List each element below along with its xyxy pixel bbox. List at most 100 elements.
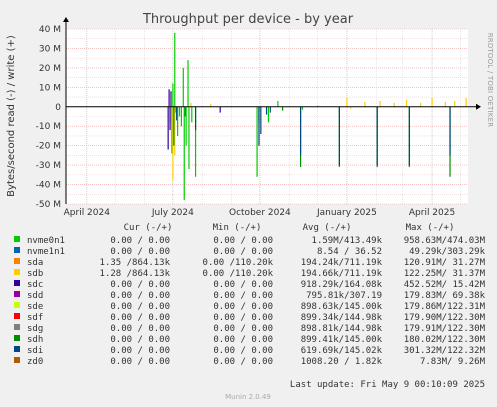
legend-min: 0.00 / 0.00 <box>213 247 273 257</box>
y-tick-label: -10 M <box>36 122 61 132</box>
legend-cur: 0.00 / 0.00 <box>110 302 170 312</box>
munin-version: Munin 2.0.49 <box>225 393 271 401</box>
x-axis-arrow <box>476 103 481 110</box>
legend-max: 958.63M/474.03M <box>404 236 486 246</box>
legend-cur: 0.00 / 0.00 <box>110 291 170 301</box>
legend-cur: 0.00 / 0.00 <box>110 335 170 345</box>
legend-cur: 0.00 / 0.00 <box>110 357 170 367</box>
y-tick-label: -40 M <box>36 181 61 191</box>
legend-max: 179.83M/ 69.38k <box>404 291 486 301</box>
legend-swatch <box>14 302 20 308</box>
y-tick-label: -20 M <box>36 142 61 152</box>
legend-device-name: sdi <box>27 346 43 356</box>
legend-device-name: sdf <box>27 313 43 323</box>
legend-avg: 898.63k/145.00k <box>301 302 383 312</box>
x-tick-label: October 2024 <box>229 208 291 218</box>
legend-min: 0.00 / 0.00 <box>213 346 273 356</box>
y-tick-label: -30 M <box>36 161 61 171</box>
legend-min: 0.00 / 0.00 <box>213 280 273 290</box>
legend-min: 0.00 / 0.00 <box>213 324 273 334</box>
legend-cur: 1.28 /864.13k <box>100 269 171 279</box>
chart-title: Throughput per device - by year <box>142 12 354 27</box>
y-tick-label: 20 M <box>39 64 61 74</box>
legend-min: 0.00 / 0.00 <box>213 335 273 345</box>
y-tick-labels: 40 M 30 M 20 M 10 M 0 -10 M -20 M -30 M -40 M -50… <box>36 25 62 210</box>
axes <box>63 17 481 204</box>
legend-max: 7.83M/ 9.26M <box>420 357 486 367</box>
y-tick-label: 30 M <box>39 44 61 54</box>
x-tick-label: April 2024 <box>64 208 111 218</box>
legend-min: 0.00 / 0.00 <box>213 357 273 367</box>
legend-device-name: sdg <box>27 324 43 334</box>
legend-header: Max (-/+) <box>406 223 455 233</box>
last-update: Last update: Fri May 9 00:10:09 2025 <box>290 380 485 390</box>
legend-min: 0.00 / 0.00 <box>213 313 273 323</box>
legend-min: 0.00 /110.20k <box>203 258 274 268</box>
legend-swatch <box>14 247 20 253</box>
legend-device-name: sde <box>27 302 43 312</box>
legend-header: Avg (-/+) <box>303 223 352 233</box>
legend-min: 0.00 / 0.00 <box>213 291 273 301</box>
y-tick-label: 40 M <box>39 25 61 35</box>
rrdtool-credit: RRDTOOL / TOBI OETIKER <box>486 33 494 128</box>
legend-max: 122.25M/ 31.37M <box>404 269 486 279</box>
legend-table: Cur (-/+) Min (-/+) Avg (-/+) Max (-/+) nvme… <box>14 223 486 367</box>
legend-swatch <box>14 258 20 264</box>
y-tick-label: -50 M <box>36 200 61 210</box>
data-series <box>167 32 467 201</box>
y-axis-label: Bytes/second read (-) / write (+) <box>6 35 17 197</box>
legend-cur: 0.00 / 0.00 <box>110 247 170 257</box>
legend-min: 0.00 / 0.00 <box>213 236 273 246</box>
legend-header: Cur (-/+) <box>124 223 173 233</box>
legend-swatch <box>14 324 20 330</box>
legend-device-name: nvme1n1 <box>27 247 65 257</box>
legend-device-name: zd0 <box>27 357 43 367</box>
legend-device-name: sdc <box>27 280 43 290</box>
legend-swatch <box>14 269 20 275</box>
legend-cur: 0.00 / 0.00 <box>110 346 170 356</box>
y-tick-label: 0 <box>55 103 61 113</box>
legend-max: 120.91M/ 31.27M <box>404 258 486 268</box>
legend-avg: 1.59M/413.49k <box>312 236 383 246</box>
legend-cur: 0.00 / 0.00 <box>110 324 170 334</box>
legend-avg: 194.66k/711.19k <box>301 269 383 279</box>
legend-device-name: sda <box>27 258 43 268</box>
x-tick-label: July 2024 <box>151 208 194 218</box>
legend-cur: 0.00 / 0.00 <box>110 280 170 290</box>
legend-avg: 899.41k/145.00k <box>301 335 383 345</box>
legend-swatch <box>14 236 20 242</box>
x-tick-label: January 2025 <box>316 208 377 218</box>
legend-avg: 1008.20 / 1.82k <box>301 357 383 367</box>
legend-cur: 1.35 /864.13k <box>100 258 171 268</box>
legend-swatch <box>14 280 20 286</box>
legend-device-name: sdh <box>27 335 43 345</box>
legend-swatch <box>14 346 20 352</box>
legend-max: 180.02M/122.30M <box>404 335 486 345</box>
legend-max: 301.32M/122.32M <box>404 346 486 356</box>
legend-avg: 918.29k/164.08k <box>301 280 383 290</box>
legend-avg: 619.69k/145.02k <box>301 346 383 356</box>
legend-avg: 898.81k/144.98k <box>301 324 383 334</box>
x-tick-label: April 2025 <box>409 208 455 218</box>
legend-swatch <box>14 335 20 341</box>
legend-avg: 8.54 / 36.52 <box>317 247 382 257</box>
legend-min: 0.00 / 0.00 <box>213 302 273 312</box>
y-axis-arrow <box>63 17 69 22</box>
legend-max: 179.90M/122.30M <box>404 313 486 323</box>
legend-cur: 0.00 / 0.00 <box>110 313 170 323</box>
legend-device-name: nvme0n1 <box>27 236 65 246</box>
y-tick-label: 10 M <box>39 83 61 93</box>
legend-max: 179.91M/122.30M <box>404 324 486 334</box>
legend-min: 0.00 /110.20k <box>203 269 274 279</box>
legend-max: 49.29k/303.29k <box>409 247 485 257</box>
legend-max: 452.52M/ 15.42M <box>404 280 486 290</box>
legend-swatch <box>14 313 20 319</box>
legend-avg: 194.24k/711.19k <box>301 258 383 268</box>
legend-device-name: sdd <box>27 291 43 301</box>
legend-avg: 899.34k/144.98k <box>301 313 383 323</box>
legend-header: Min (-/+) <box>213 223 262 233</box>
legend-avg: 795.81k/307.19 <box>306 291 382 301</box>
x-tick-labels: April 2024 July 2024 October 2024 January 2… <box>64 208 456 218</box>
legend-swatch <box>14 291 20 297</box>
